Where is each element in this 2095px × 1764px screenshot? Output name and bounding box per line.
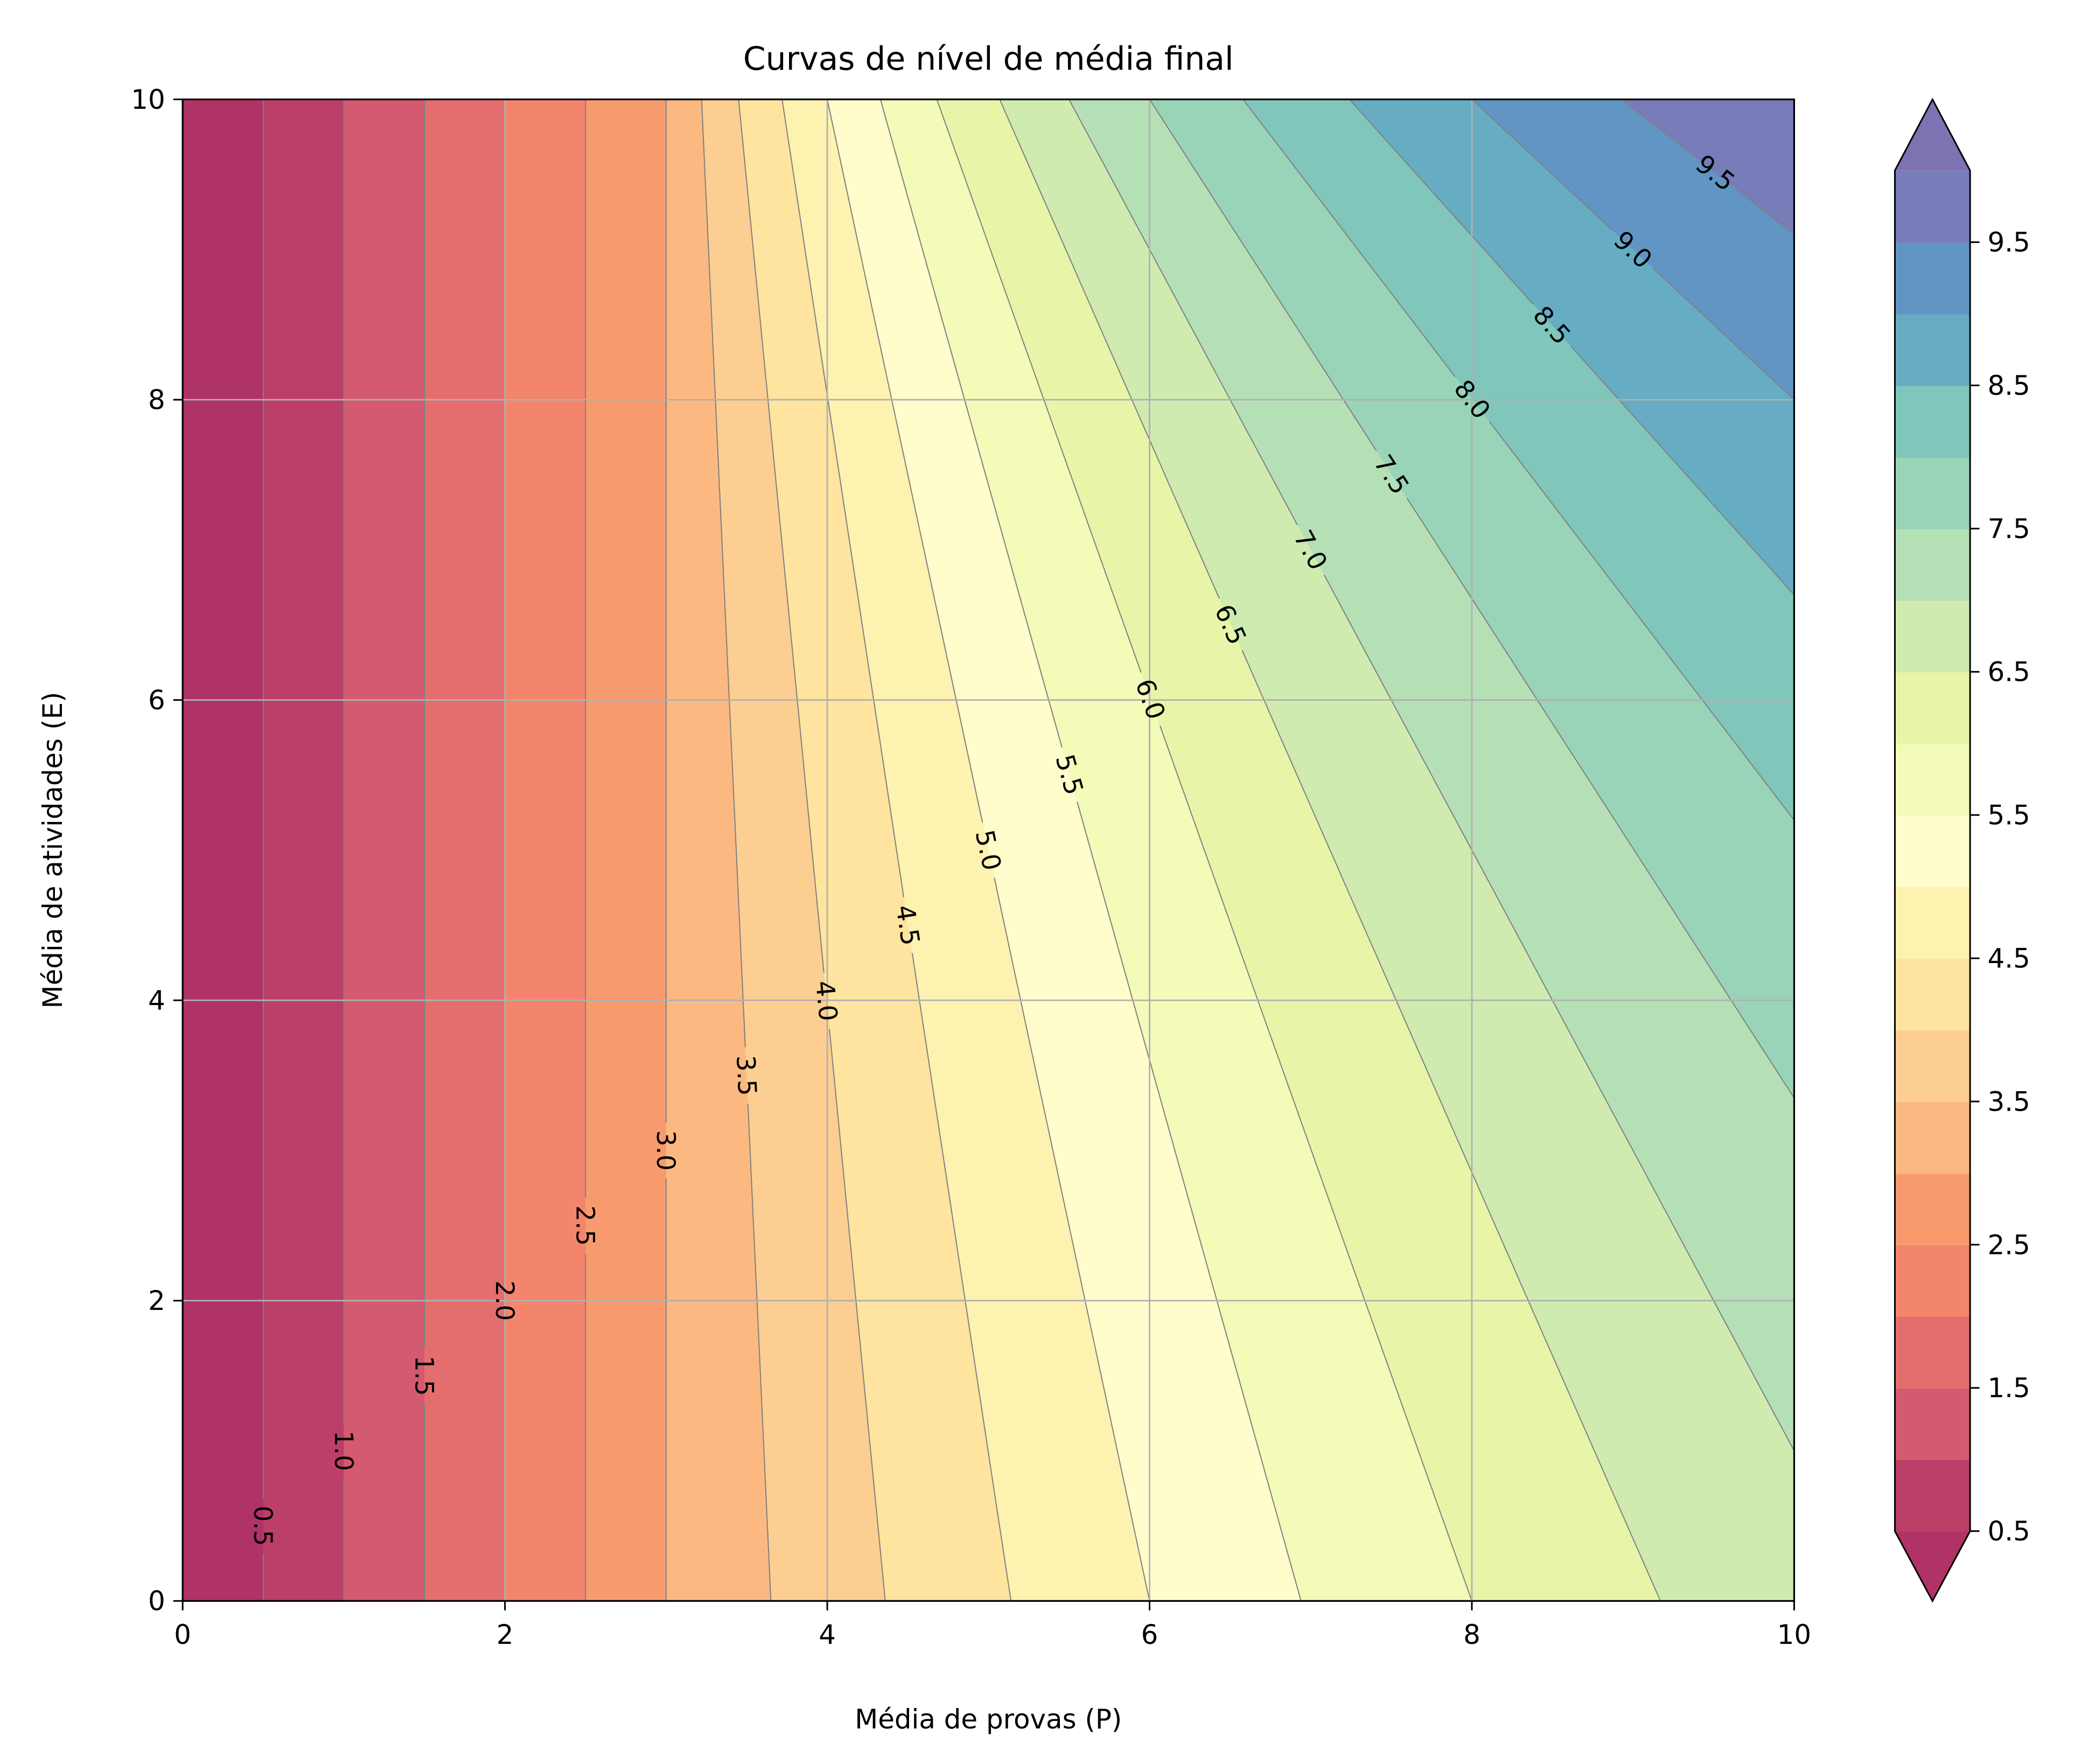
colorbar-tick-label: 9.5 bbox=[1987, 227, 2030, 258]
colorbar-band bbox=[1895, 1244, 1971, 1317]
contour-label: 2.0 bbox=[490, 1280, 519, 1321]
colorbar-tick-label: 6.5 bbox=[1987, 657, 2030, 688]
colorbar-extend-over bbox=[1895, 99, 1971, 171]
colorbar-band bbox=[1895, 1030, 1971, 1103]
colorbar-band bbox=[1895, 457, 1971, 529]
colorbar-band bbox=[1895, 242, 1971, 315]
contour-line bbox=[1737, 190, 1795, 235]
contour-label: 1.5 bbox=[409, 1355, 438, 1396]
contour-label: 4.5 bbox=[890, 903, 925, 947]
contour-line bbox=[994, 877, 1150, 1601]
contour-line bbox=[747, 1103, 772, 1601]
y-tick-label: 8 bbox=[148, 385, 165, 416]
contour-line bbox=[827, 99, 983, 823]
colorbar-band bbox=[1895, 170, 1971, 243]
contour-line bbox=[999, 99, 1220, 599]
contour-line bbox=[829, 1029, 886, 1601]
plot-frame bbox=[181, 98, 1796, 1602]
contour-line bbox=[1077, 801, 1302, 1601]
colorbar-band bbox=[1895, 815, 1971, 888]
contour-label: 3.5 bbox=[730, 1055, 762, 1097]
contour-line bbox=[1653, 268, 1795, 400]
x-tick-label: 6 bbox=[1141, 1619, 1158, 1650]
colorbar-band bbox=[1895, 672, 1971, 744]
colorbar-band bbox=[1895, 600, 1971, 673]
colorbar-band bbox=[1895, 958, 1971, 1031]
contour-label: 3.0 bbox=[651, 1130, 680, 1170]
contour-line bbox=[1323, 574, 1795, 1451]
colorbar-band bbox=[1895, 1316, 1971, 1389]
x-tick-label: 10 bbox=[1777, 1619, 1811, 1650]
contour-lines bbox=[262, 99, 1795, 1601]
colorbar-band bbox=[1895, 385, 1971, 458]
grid-lines bbox=[183, 99, 1794, 1601]
x-tick-label: 4 bbox=[819, 1619, 836, 1650]
x-axis-label: Média de provas (P) bbox=[855, 1704, 1122, 1735]
contour-line bbox=[1069, 99, 1298, 526]
contour-line bbox=[1570, 345, 1795, 596]
colorbar-band bbox=[1895, 1173, 1971, 1246]
colorbar-extend-under bbox=[1895, 1531, 1971, 1601]
colorbar-band bbox=[1895, 528, 1971, 601]
contour-label: 4.0 bbox=[809, 979, 843, 1022]
axes-ticks: 0 2 4 6 8 10 0 2 4 6 8 10 bbox=[131, 84, 1811, 1650]
colorbar-tick-label: 8.5 bbox=[1987, 370, 2030, 401]
colorbar-band bbox=[1895, 743, 1971, 816]
y-tick-label: 10 bbox=[131, 84, 165, 115]
contour-line bbox=[911, 953, 1012, 1601]
colorbar-band bbox=[1895, 1101, 1971, 1174]
colorbar-tick-label: 4.5 bbox=[1987, 943, 2030, 974]
y-tick-label: 0 bbox=[148, 1586, 165, 1617]
y-axis-label: Média de atividades (E) bbox=[37, 692, 68, 1008]
contour-line bbox=[1149, 99, 1377, 451]
colorbar-tick-label: 2.5 bbox=[1987, 1229, 2030, 1260]
colorbar-tick-label: 3.5 bbox=[1987, 1086, 2030, 1117]
contour-line bbox=[1489, 421, 1795, 821]
colorbar: 0.5 1.5 2.5 3.5 4.5 5.5 6.5 7.5 8.5 9.5 bbox=[1894, 97, 2030, 1603]
colorbar-band bbox=[1895, 1459, 1971, 1532]
contour-line bbox=[738, 99, 825, 973]
colorbar-tick-label: 0.5 bbox=[1987, 1516, 2030, 1547]
colorbar-band bbox=[1895, 887, 1971, 959]
contour-line bbox=[701, 99, 746, 1048]
contour-line bbox=[1621, 99, 1694, 156]
contour-line bbox=[781, 99, 905, 897]
y-tick-label: 6 bbox=[148, 685, 165, 716]
x-tick-label: 8 bbox=[1463, 1619, 1481, 1650]
contour-label: 2.5 bbox=[570, 1205, 600, 1246]
x-tick-label: 0 bbox=[174, 1619, 191, 1650]
contour-line bbox=[1241, 650, 1661, 1601]
contour-line bbox=[1242, 99, 1456, 378]
contour-label: 1.0 bbox=[329, 1431, 358, 1471]
colorbar-band bbox=[1895, 313, 1971, 386]
colorbar-band bbox=[1895, 1388, 1971, 1460]
colorbar-tick-label: 5.5 bbox=[1987, 800, 2030, 831]
contour-line bbox=[1159, 725, 1472, 1601]
contour-line bbox=[1471, 99, 1613, 231]
contour-line bbox=[936, 99, 1142, 673]
contour-line bbox=[1349, 99, 1534, 305]
colorbar-tick-label: 7.5 bbox=[1987, 513, 2030, 545]
chart-title: Curvas de nível de média final bbox=[743, 40, 1234, 78]
contour-label: 0.5 bbox=[248, 1505, 277, 1546]
contour-line bbox=[879, 99, 1063, 748]
x-tick-label: 2 bbox=[497, 1619, 514, 1650]
y-tick-label: 4 bbox=[148, 985, 165, 1016]
colorbar-tick-label: 1.5 bbox=[1987, 1372, 2030, 1404]
y-tick-label: 2 bbox=[148, 1285, 165, 1316]
